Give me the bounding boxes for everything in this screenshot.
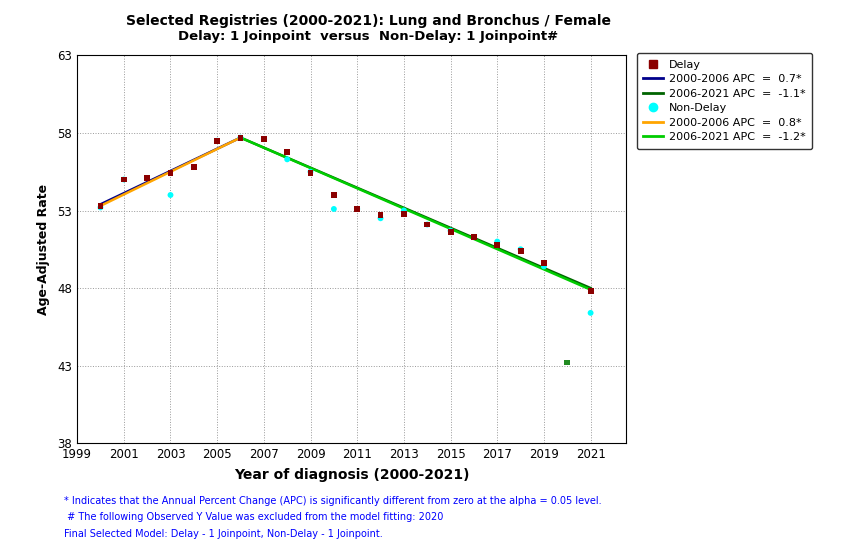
Point [117,175,130,184]
Point [210,136,224,145]
Point [93,203,107,212]
Point [280,155,294,164]
Point [257,135,271,143]
Point [560,358,574,367]
Point [351,204,364,213]
Point [490,237,504,246]
Point [234,133,248,142]
Point [467,233,481,242]
Point [374,211,387,219]
Point [421,220,434,229]
Point [351,204,364,213]
Point [537,259,551,268]
Point [141,173,154,182]
Point [327,204,341,213]
Point [187,163,201,172]
Y-axis label: Age-Adjusted Rate: Age-Adjusted Rate [38,184,51,315]
Point [234,133,248,142]
Legend: Delay, 2000-2006 APC  =  0.7*, 2006-2021 APC  =  -1.1*, Non-Delay, 2000-2006 APC: Delay, 2000-2006 APC = 0.7*, 2006-2021 A… [637,53,812,149]
Point [560,358,574,367]
Point [93,202,107,211]
Point [537,262,551,271]
Text: Delay: 1 Joinpoint  versus  Non-Delay: 1 Joinpoint#: Delay: 1 Joinpoint versus Non-Delay: 1 J… [178,30,559,43]
Point [467,233,481,242]
Point [444,228,458,237]
Text: Selected Registries (2000-2021): Lung and Bronchus / Female: Selected Registries (2000-2021): Lung an… [126,14,611,28]
Point [513,245,527,254]
Point [584,309,597,317]
Point [490,240,504,249]
Point [141,173,154,182]
Point [164,169,177,178]
Point [421,220,434,229]
Text: * Indicates that the Annual Percent Change (APC) is significantly different from: * Indicates that the Annual Percent Chan… [64,496,602,506]
Point [327,191,341,199]
Point [210,136,224,145]
Point [117,175,130,184]
Point [280,147,294,156]
Point [397,209,411,218]
Point [397,206,411,215]
Text: # The following Observed Y Value was excluded from the model fitting: 2020: # The following Observed Y Value was exc… [64,512,444,522]
Point [303,169,317,178]
Point [303,167,317,176]
Point [164,191,177,199]
Point [257,135,271,143]
X-axis label: Year of diagnosis (2000-2021): Year of diagnosis (2000-2021) [234,468,469,482]
Text: Final Selected Model: Delay - 1 Joinpoint, Non-Delay - 1 Joinpoint.: Final Selected Model: Delay - 1 Joinpoin… [64,529,383,539]
Point [187,163,201,172]
Point [444,226,458,235]
Point [374,214,387,223]
Point [584,287,597,296]
Point [513,247,527,255]
